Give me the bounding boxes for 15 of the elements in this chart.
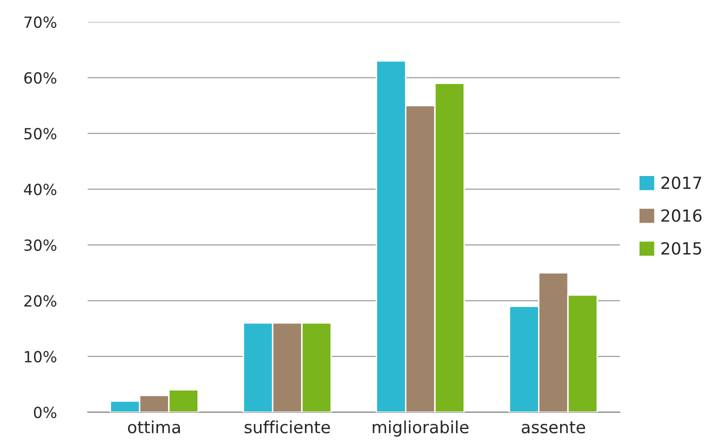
x-tick-label: assente (522, 421, 586, 434)
y-tick-label: 10% (24, 350, 56, 362)
x-tick-label: ottima (128, 420, 180, 434)
legend-label: 2016 (661, 209, 702, 222)
y-tick-label: 40% (24, 184, 56, 196)
y-tick-label: 0% (34, 406, 56, 418)
legend-label: 2017 (661, 176, 702, 190)
x-tick-label: sufficiente (244, 420, 330, 434)
y-tick-label: 30% (24, 239, 56, 251)
x-tick-label: migliorabile (372, 420, 468, 437)
y-tick-label: 60% (24, 72, 56, 84)
y-tick-label: 50% (24, 128, 56, 140)
y-tick-label: 20% (24, 295, 56, 307)
y-tick-label: 70% (24, 16, 56, 28)
legend-label: 2015 (661, 242, 702, 255)
